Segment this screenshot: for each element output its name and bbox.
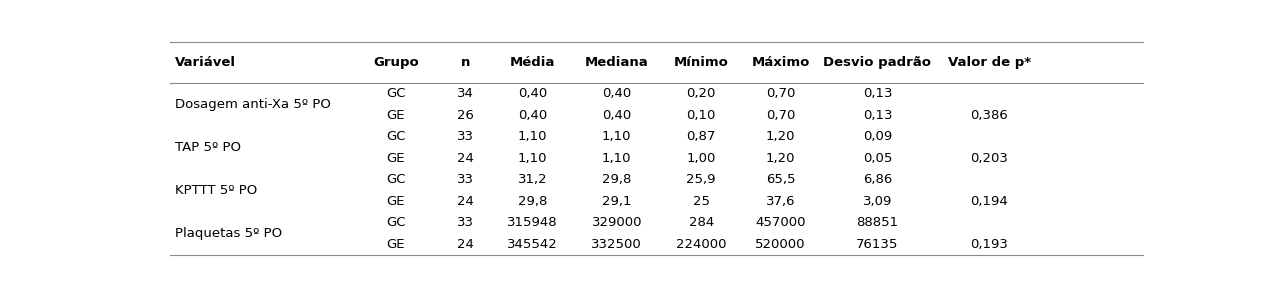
Text: GE: GE: [387, 238, 405, 250]
Text: 0,10: 0,10: [687, 108, 716, 122]
Text: 24: 24: [457, 152, 474, 165]
Text: 1,10: 1,10: [602, 152, 632, 165]
Text: 345542: 345542: [507, 238, 557, 250]
Text: GE: GE: [387, 152, 405, 165]
Text: Valor de p*: Valor de p*: [948, 56, 1031, 69]
Text: 29,8: 29,8: [602, 173, 632, 186]
Text: Desvio padrão: Desvio padrão: [824, 56, 931, 69]
Text: 0,70: 0,70: [766, 108, 796, 122]
Text: 29,1: 29,1: [602, 195, 632, 208]
Text: Média: Média: [510, 56, 555, 69]
Text: 0,40: 0,40: [518, 87, 547, 100]
Text: 0,13: 0,13: [862, 87, 892, 100]
Text: 0,194: 0,194: [970, 195, 1008, 208]
Text: 224000: 224000: [676, 238, 726, 250]
Text: Grupo: Grupo: [373, 56, 419, 69]
Text: 0,40: 0,40: [518, 108, 547, 122]
Text: 37,6: 37,6: [766, 195, 796, 208]
Text: 329000: 329000: [592, 216, 642, 229]
Text: 24: 24: [457, 238, 474, 250]
Text: 33: 33: [457, 216, 474, 229]
Text: n: n: [461, 56, 470, 69]
Text: 1,10: 1,10: [518, 152, 547, 165]
Text: GE: GE: [387, 195, 405, 208]
Text: GC: GC: [386, 216, 406, 229]
Text: 0,386: 0,386: [970, 108, 1008, 122]
Text: 0,40: 0,40: [602, 87, 632, 100]
Text: 1,10: 1,10: [518, 130, 547, 143]
Text: GC: GC: [386, 87, 406, 100]
Text: 26: 26: [457, 108, 474, 122]
Text: 0,09: 0,09: [863, 130, 892, 143]
Text: 3,09: 3,09: [862, 195, 892, 208]
Text: 29,8: 29,8: [518, 195, 547, 208]
Text: 88851: 88851: [856, 216, 898, 229]
Text: 284: 284: [689, 216, 714, 229]
Text: 6,86: 6,86: [863, 173, 892, 186]
Text: 0,20: 0,20: [687, 87, 716, 100]
Text: 65,5: 65,5: [766, 173, 796, 186]
Text: 24: 24: [457, 195, 474, 208]
Text: GE: GE: [387, 108, 405, 122]
Text: TAP 5º PO: TAP 5º PO: [175, 141, 241, 154]
Text: 1,00: 1,00: [687, 152, 716, 165]
Text: 457000: 457000: [756, 216, 806, 229]
Text: 33: 33: [457, 130, 474, 143]
Text: 33: 33: [457, 173, 474, 186]
Text: 0,13: 0,13: [862, 108, 892, 122]
Text: Máximo: Máximo: [752, 56, 810, 69]
Text: Mediana: Mediana: [585, 56, 648, 69]
Text: GC: GC: [386, 173, 406, 186]
Text: 520000: 520000: [756, 238, 806, 250]
Text: 1,20: 1,20: [766, 130, 796, 143]
Text: 25: 25: [693, 195, 710, 208]
Text: 76135: 76135: [856, 238, 898, 250]
Text: 1,10: 1,10: [602, 130, 632, 143]
Text: 34: 34: [457, 87, 474, 100]
Text: 1,20: 1,20: [766, 152, 796, 165]
Text: 315948: 315948: [507, 216, 557, 229]
Text: Dosagem anti-Xa 5º PO: Dosagem anti-Xa 5º PO: [175, 98, 330, 111]
Text: 0,203: 0,203: [970, 152, 1008, 165]
Text: 0,40: 0,40: [602, 108, 632, 122]
Text: 25,9: 25,9: [687, 173, 716, 186]
Text: Mínimo: Mínimo: [674, 56, 729, 69]
Text: 332500: 332500: [592, 238, 642, 250]
Text: 0,70: 0,70: [766, 87, 796, 100]
Text: Variável: Variável: [175, 56, 236, 69]
Text: GC: GC: [386, 130, 406, 143]
Text: 0,87: 0,87: [687, 130, 716, 143]
Text: 31,2: 31,2: [518, 173, 547, 186]
Text: Plaquetas 5º PO: Plaquetas 5º PO: [175, 227, 282, 240]
Text: 0,193: 0,193: [970, 238, 1008, 250]
Text: KPTTT 5º PO: KPTTT 5º PO: [175, 184, 257, 197]
Text: 0,05: 0,05: [862, 152, 892, 165]
